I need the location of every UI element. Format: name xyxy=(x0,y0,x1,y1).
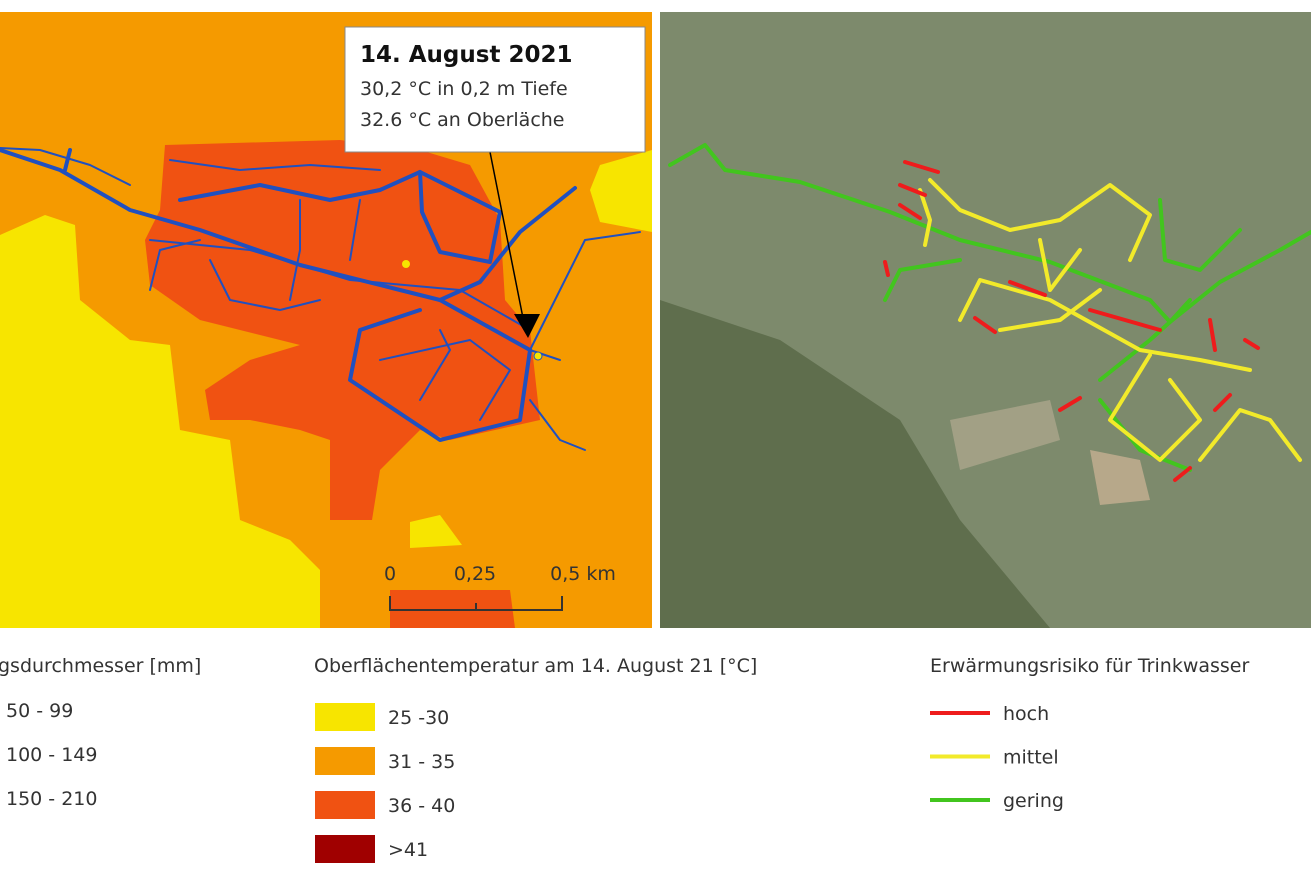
pipe-network xyxy=(0,147,641,451)
pipe xyxy=(883,258,962,302)
legend-label: mittel xyxy=(1003,747,1059,769)
pipe xyxy=(289,199,301,301)
callout-title: 14. August 2021 xyxy=(360,42,572,68)
arrow-head xyxy=(514,314,540,338)
pipe xyxy=(1208,318,1217,352)
zone-yellow xyxy=(590,150,652,232)
pipe xyxy=(419,329,451,401)
legend-swatch xyxy=(315,835,375,863)
callout-arrow xyxy=(489,151,524,319)
pipe xyxy=(998,288,1102,332)
legend-label: hoch xyxy=(1003,703,1049,725)
legend-title: Erwärmungsrisiko für Trinkwasser xyxy=(930,655,1249,677)
pipe xyxy=(1243,338,1260,350)
scale-label: 0,25 xyxy=(454,563,496,585)
pipe xyxy=(178,170,422,202)
field xyxy=(1090,450,1150,505)
pipe xyxy=(0,148,532,352)
pipe xyxy=(529,399,586,451)
point xyxy=(402,260,410,268)
pipe xyxy=(1038,238,1082,292)
callout-line: 30,2 °C in 0,2 m Tiefe xyxy=(360,78,568,100)
pipe xyxy=(1198,408,1302,462)
pipe xyxy=(149,239,201,291)
legend-label: >41 xyxy=(388,839,428,861)
pipe xyxy=(349,199,361,261)
pipe xyxy=(958,278,1252,372)
pipe xyxy=(1008,280,1047,297)
scale-label: 0 xyxy=(384,563,396,585)
pipe xyxy=(898,183,927,197)
callout-box xyxy=(344,26,646,153)
pipe xyxy=(0,147,131,186)
point xyxy=(533,351,543,361)
legend-swatch xyxy=(315,703,375,731)
temperature-map: 14. August 2021 30,2 °C in 0,2 m Tiefe 3… xyxy=(0,12,652,628)
pipe xyxy=(169,159,381,171)
pipe xyxy=(209,259,321,311)
pipe xyxy=(883,260,890,277)
pipe xyxy=(903,160,940,174)
pipe xyxy=(63,148,72,172)
pipe xyxy=(1213,393,1232,412)
legend-label: 50 - 99 xyxy=(6,700,73,722)
pipe xyxy=(1158,198,1242,272)
pipe xyxy=(418,170,502,264)
pipe xyxy=(348,308,532,442)
legend-label: 31 - 35 xyxy=(388,751,455,773)
legend-title: Oberflächentemperatur am 14. August 21 [… xyxy=(314,655,757,677)
pipe xyxy=(1088,308,1162,332)
legend-title: gsdurchmesser [mm] xyxy=(0,655,201,677)
forest xyxy=(660,300,1050,628)
pipe xyxy=(918,188,932,247)
pipe xyxy=(529,349,561,361)
pipe xyxy=(1173,466,1192,482)
callout-line: 32.6 °C an Oberläche xyxy=(360,109,565,131)
pipe xyxy=(379,339,511,421)
pipe xyxy=(668,143,1311,324)
legend-label: gering xyxy=(1003,790,1064,812)
zone-red xyxy=(145,140,540,520)
risk-map xyxy=(660,12,1311,628)
pipe xyxy=(529,231,641,351)
legend-swatch xyxy=(315,747,375,775)
legend-label: 36 - 40 xyxy=(388,795,455,817)
risk-network xyxy=(668,143,1311,482)
pipe xyxy=(928,178,1152,262)
legend-label: 25 -30 xyxy=(388,707,449,729)
zone-yellow xyxy=(0,215,320,628)
legend-risk: Erwärmungsrisiko für Trinkwasser hoch mit… xyxy=(930,655,1249,812)
legend-pipe: gsdurchmesser [mm] 50 - 99 100 - 149 150… xyxy=(0,655,201,810)
pipe xyxy=(149,239,531,331)
legend-temperature: Oberflächentemperatur am 14. August 21 [… xyxy=(314,655,757,863)
pipe xyxy=(1108,353,1202,462)
pipe xyxy=(898,203,922,220)
legend-swatch xyxy=(315,791,375,819)
pipe xyxy=(1058,396,1082,412)
legend-label: 150 - 210 xyxy=(6,788,97,810)
scale-label: 0,5 km xyxy=(550,563,616,585)
zone-yellow xyxy=(410,515,462,548)
pipe xyxy=(973,316,997,334)
field xyxy=(950,400,1060,470)
legend-label: 100 - 149 xyxy=(6,744,97,766)
